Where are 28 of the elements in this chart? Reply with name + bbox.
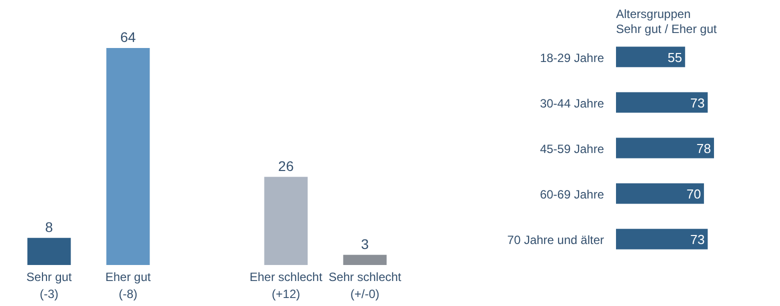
- x-tick-label: Sehr gut (-3): [26, 270, 72, 301]
- y-tick-label: 30-44 Jahre: [540, 96, 604, 110]
- data-label: 55: [668, 50, 682, 65]
- data-label: 64: [120, 29, 136, 45]
- x-tick-label: Sehr schlecht (+/-0): [328, 270, 402, 301]
- data-label: 73: [690, 232, 705, 248]
- bar: [616, 183, 704, 204]
- y-tick-label: 45-59 Jahre: [540, 142, 604, 156]
- bar: [27, 238, 71, 265]
- x-tick-label: Eher schlecht (+12): [250, 270, 323, 301]
- y-tick-label: 70 Jahre und älter: [507, 233, 604, 248]
- data-label: 3: [361, 236, 370, 252]
- data-label: 78: [696, 141, 711, 156]
- chart-title: Altersgruppen Sehr gut / Eher gut: [616, 7, 718, 36]
- data-label: 8: [45, 218, 54, 235]
- bar: [264, 176, 308, 265]
- bar: [616, 138, 714, 158]
- data-label: 26: [278, 158, 294, 174]
- y-tick-label: 18-29 Jahre: [540, 50, 604, 65]
- bar: [106, 48, 150, 265]
- bar: [616, 46, 686, 68]
- y-tick-label: 60-69 Jahre: [540, 188, 604, 202]
- data-label: 73: [690, 95, 705, 110]
- x-tick-label: Eher gut (-8): [105, 270, 152, 301]
- bar: [343, 254, 387, 265]
- bar: [616, 92, 708, 113]
- data-label: 70: [686, 186, 701, 202]
- bar: [616, 228, 708, 250]
